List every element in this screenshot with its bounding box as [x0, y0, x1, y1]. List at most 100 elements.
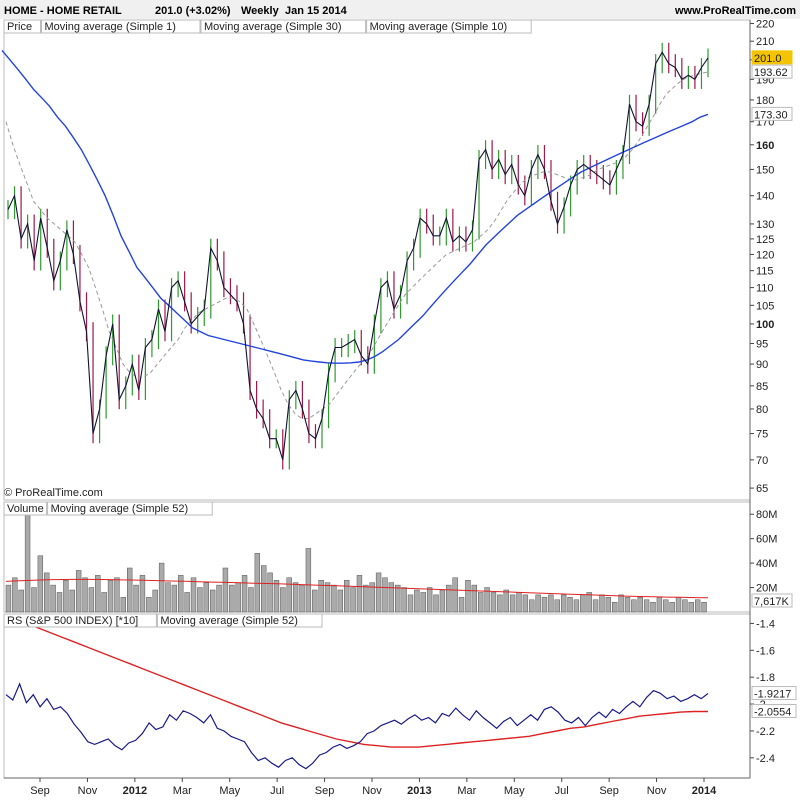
x-tick-label: 2014	[692, 785, 717, 797]
chart-period: Weekly	[241, 5, 280, 17]
volume-bar	[401, 587, 407, 613]
price-ytick-label: 75	[756, 429, 768, 441]
volume-bar	[382, 577, 388, 613]
volume-bar	[209, 589, 216, 613]
volume-bar	[420, 592, 426, 613]
volume-last-tag	[751, 593, 793, 608]
volume-bar	[426, 587, 433, 613]
volume-bar	[663, 599, 669, 613]
volume-bar	[324, 582, 331, 613]
ma30-line	[1, 49, 709, 364]
price-ytick-label: 120	[756, 249, 774, 261]
volume-bar	[114, 577, 120, 613]
volume-bar	[63, 579, 69, 613]
volume-bar	[471, 584, 478, 613]
rs-last-rs-tag	[751, 686, 797, 701]
volume-bar	[586, 592, 592, 613]
volume-bar	[465, 579, 471, 613]
x-tick-label: Sep	[599, 785, 619, 797]
volume-bar	[158, 562, 165, 613]
x-tick-label: 2012	[123, 785, 147, 797]
volume-bar	[184, 592, 190, 613]
volume-bar	[280, 587, 286, 613]
price-last-ma30-value: 173.30	[754, 109, 788, 121]
volume-bar	[497, 594, 503, 613]
volume-bar	[248, 587, 254, 613]
price-ytick-label: 90	[756, 359, 768, 371]
volume-bar	[190, 577, 197, 613]
volume-bar	[50, 584, 56, 613]
volume-bar	[120, 597, 127, 613]
price-last-close-tag	[751, 50, 793, 65]
volume-bar	[299, 584, 305, 613]
price-legend-box	[41, 19, 201, 34]
volume-bar	[139, 575, 146, 613]
rs-ytick-label: -2.2	[756, 726, 775, 738]
volume-bar	[171, 584, 178, 613]
volume-bar	[701, 601, 707, 613]
price-legend-box	[366, 19, 532, 34]
price-ytick-label: 85	[756, 381, 768, 393]
rs-legend-box	[3, 613, 157, 628]
chart-title: HOME - HOME RETAIL	[4, 5, 122, 17]
volume-bar	[592, 599, 599, 613]
volume-bar	[516, 592, 522, 613]
volume-bar	[624, 597, 631, 613]
price-ytick-label: 140	[756, 191, 774, 203]
volume-bar	[554, 599, 560, 613]
volume-bar	[44, 572, 50, 613]
volume-bar	[88, 587, 95, 613]
x-tick-label: 2013	[407, 785, 431, 797]
price-legend-item: Moving average (Simple 10)	[370, 21, 508, 33]
volume-bar	[439, 589, 446, 613]
volume-bar	[18, 589, 24, 613]
price-last-ma30-tag	[751, 106, 793, 121]
x-tick-label: Sep	[30, 785, 50, 797]
volume-bar	[375, 572, 382, 613]
volume-bar	[343, 579, 350, 613]
volume-bar	[567, 597, 573, 613]
price-legend-item: Moving average (Simple 30)	[204, 21, 342, 33]
volume-bar	[529, 599, 535, 613]
rs-last-rs-value: -1.9217	[754, 689, 791, 701]
volume-bar	[229, 584, 235, 613]
volume-bar	[369, 582, 375, 613]
rs-legend-item: RS (S&P 500 INDEX) [*10]	[7, 615, 138, 627]
x-tick-label: Mar	[173, 785, 192, 797]
rs-line	[5, 682, 709, 770]
x-tick-label: Nov	[362, 785, 382, 797]
volume-ytick-label: 40M	[756, 558, 777, 570]
header-bar	[0, 0, 800, 19]
rs-legend-item: Moving average (Simple 52)	[160, 615, 298, 627]
volume-bar	[273, 579, 280, 613]
price-ytick-label: 170	[756, 117, 774, 129]
volume-bar	[222, 567, 229, 613]
volume-bar	[337, 589, 343, 613]
volume-bar	[650, 601, 656, 613]
price-ytick-label: 70	[756, 455, 768, 467]
price-ytick-label: 115	[756, 266, 774, 278]
rs-ma52-line	[5, 617, 708, 748]
price-ytick-label: 210	[756, 36, 774, 48]
volume-bar	[216, 584, 222, 613]
x-tick-label: Sep	[315, 785, 335, 797]
site-url: www.ProRealTime.com	[674, 5, 796, 17]
volume-bar	[363, 584, 369, 613]
volume-legend-item: Moving average (Simple 52)	[51, 503, 189, 515]
volume-bar	[286, 577, 292, 613]
volume-bar	[605, 597, 612, 613]
volume-bar	[292, 582, 299, 613]
price-legend-item: Moving average (Simple 1)	[45, 21, 176, 33]
volume-bar	[509, 594, 516, 613]
volume-bar	[107, 579, 114, 613]
volume-bar	[75, 570, 82, 613]
x-tick-label: Nov	[647, 785, 667, 797]
price-last-close-value: 201.0	[754, 53, 782, 65]
rs-panel-frame	[3, 613, 751, 779]
volume-bar	[599, 594, 605, 613]
volume-bar	[267, 572, 273, 613]
volume-bar	[203, 582, 209, 613]
close-line	[7, 51, 709, 460]
volume-bar	[101, 592, 107, 613]
copyright: © ProRealTime.com	[4, 487, 103, 499]
